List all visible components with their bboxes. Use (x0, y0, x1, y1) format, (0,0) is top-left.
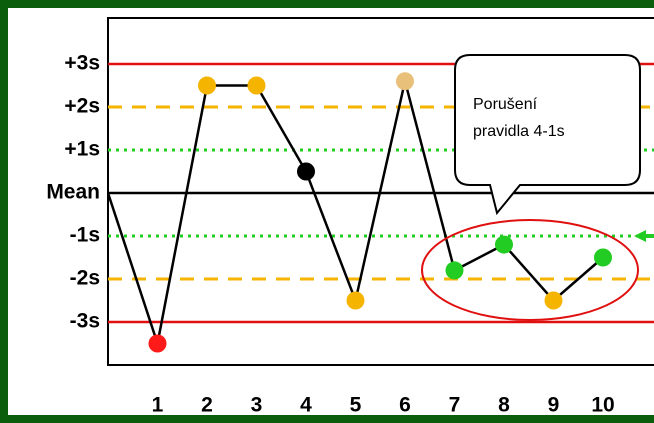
annotation-line: pravidla 4-1s (473, 123, 565, 140)
data-point (495, 235, 513, 254)
x-tick-label: 3 (251, 394, 263, 417)
x-tick-label: 2 (201, 394, 213, 417)
y-tick-label: -3s (70, 310, 100, 333)
x-tick-label: 10 (591, 394, 614, 417)
data-point (247, 76, 266, 95)
y-tick-label: -2s (70, 267, 100, 290)
x-tick-label: 5 (350, 394, 362, 417)
y-tick-label: +3s (64, 52, 100, 75)
data-point (594, 248, 612, 267)
annotation-line: Porušení (473, 96, 538, 113)
data-point (297, 162, 315, 181)
data-point (346, 291, 365, 310)
arrow (634, 230, 654, 242)
x-tick-label: 9 (548, 394, 560, 417)
data-point (396, 72, 414, 91)
plot-frame (107, 17, 654, 366)
speech-bubble (454, 54, 641, 216)
data-point (544, 291, 563, 310)
y-tick-label: +1s (64, 138, 100, 161)
data-point (148, 334, 167, 353)
reference-lines (108, 62, 654, 324)
x-tick-label: 7 (449, 394, 461, 417)
callout: Porušení pravidla 4-1s (421, 54, 654, 321)
x-tick-label: 8 (498, 394, 510, 417)
y-tick-label: +2s (64, 95, 100, 118)
data-point (445, 261, 464, 280)
highlight-ellipse (421, 219, 639, 321)
x-tick-label: 4 (300, 394, 312, 417)
data-point (198, 76, 216, 95)
x-tick-label: 1 (152, 394, 164, 417)
y-tick-label: -1s (70, 224, 100, 247)
data (106, 72, 612, 353)
y-tick-label: Mean (46, 181, 100, 204)
x-tick-label: 6 (399, 394, 411, 417)
